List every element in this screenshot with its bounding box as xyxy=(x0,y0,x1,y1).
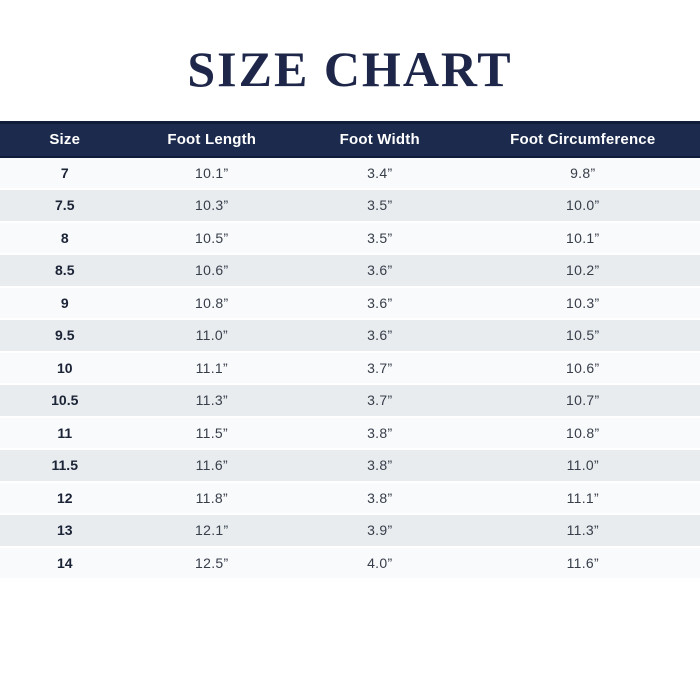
cell-size: 9 xyxy=(0,286,130,320)
cell-size: 8 xyxy=(0,221,130,255)
cell-value: 11.8” xyxy=(129,481,294,515)
cell-value: 11.3” xyxy=(465,514,700,548)
cell-size: 11.5 xyxy=(0,449,130,483)
cell-value: 11.1” xyxy=(465,481,700,515)
table-row: 10.5 11.3” 3.7” 10.7” xyxy=(0,384,700,418)
cell-value: 10.5” xyxy=(465,319,700,353)
cell-size: 13 xyxy=(0,514,130,548)
column-header-size: Size xyxy=(0,121,130,158)
table-row: 13 12.1” 3.9” 11.3” xyxy=(0,514,700,548)
column-header-foot-width: Foot Width xyxy=(294,121,466,158)
cell-value: 3.9” xyxy=(294,514,466,548)
table-row: 7 10.1” 3.4” 9.8” xyxy=(0,156,700,190)
cell-value: 11.6” xyxy=(465,546,700,580)
cell-value: 11.0” xyxy=(129,319,294,353)
cell-size: 8.5 xyxy=(0,254,130,288)
cell-value: 3.8” xyxy=(294,481,466,515)
cell-value: 11.3” xyxy=(129,384,294,418)
column-header-foot-length: Foot Length xyxy=(129,121,294,158)
cell-value: 10.6” xyxy=(465,351,700,385)
cell-value: 3.8” xyxy=(294,449,466,483)
cell-size: 12 xyxy=(0,481,130,515)
cell-value: 10.6” xyxy=(129,254,294,288)
cell-value: 10.2” xyxy=(465,254,700,288)
table-row: 11 11.5” 3.8” 10.8” xyxy=(0,416,700,450)
cell-size: 14 xyxy=(0,546,130,580)
cell-size: 7 xyxy=(0,156,130,190)
cell-value: 3.6” xyxy=(294,286,466,320)
size-table: Size Foot Length Foot Width Foot Circumf… xyxy=(0,121,700,580)
table-row: 14 12.5” 4.0” 11.6” xyxy=(0,546,700,580)
cell-value: 3.6” xyxy=(294,254,466,288)
table-row: 7.5 10.3” 3.5” 10.0” xyxy=(0,189,700,223)
cell-value: 3.7” xyxy=(294,351,466,385)
column-header-foot-circumference: Foot Circumference xyxy=(465,121,700,158)
size-chart-page: SIZE CHART Size Foot Length Foot Width F… xyxy=(0,44,700,700)
cell-value: 12.1” xyxy=(129,514,294,548)
cell-value: 3.7” xyxy=(294,384,466,418)
table-row: 12 11.8” 3.8” 11.1” xyxy=(0,481,700,515)
page-title: SIZE CHART xyxy=(187,41,513,97)
cell-value: 10.3” xyxy=(129,189,294,223)
table-row: 8 10.5” 3.5” 10.1” xyxy=(0,221,700,255)
cell-value: 11.0” xyxy=(465,449,700,483)
cell-size: 7.5 xyxy=(0,189,130,223)
header-row: Size Foot Length Foot Width Foot Circumf… xyxy=(0,121,700,158)
cell-size: 11 xyxy=(0,416,130,450)
cell-value: 11.5” xyxy=(129,416,294,450)
cell-value: 10.3” xyxy=(465,286,700,320)
cell-value: 11.1” xyxy=(129,351,294,385)
table-row: 8.5 10.6” 3.6” 10.2” xyxy=(0,254,700,288)
cell-value: 10.8” xyxy=(129,286,294,320)
cell-value: 10.7” xyxy=(465,384,700,418)
cell-value: 4.0” xyxy=(294,546,466,580)
cell-value: 10.5” xyxy=(129,221,294,255)
cell-value: 11.6” xyxy=(129,449,294,483)
cell-value: 10.1” xyxy=(465,221,700,255)
cell-value: 3.4” xyxy=(294,156,466,190)
table-row: 11.5 11.6” 3.8” 11.0” xyxy=(0,449,700,483)
cell-value: 10.0” xyxy=(465,189,700,223)
cell-size: 10.5 xyxy=(0,384,130,418)
cell-value: 10.8” xyxy=(465,416,700,450)
cell-value: 3.5” xyxy=(294,189,466,223)
size-table-body: 7 10.1” 3.4” 9.8” 7.5 10.3” 3.5” 10.0” 8 10.5” 3.5… xyxy=(0,156,700,580)
table-row: 9 10.8” 3.6” 10.3” xyxy=(0,286,700,320)
cell-size: 9.5 xyxy=(0,319,130,353)
size-table-header: Size Foot Length Foot Width Foot Circumf… xyxy=(0,121,700,158)
cell-value: 3.5” xyxy=(294,221,466,255)
cell-value: 9.8” xyxy=(465,156,700,190)
table-row: 9.5 11.0” 3.6” 10.5” xyxy=(0,319,700,353)
cell-size: 10 xyxy=(0,351,130,385)
cell-value: 12.5” xyxy=(129,546,294,580)
cell-value: 10.1” xyxy=(129,156,294,190)
cell-value: 3.6” xyxy=(294,319,466,353)
cell-value: 3.8” xyxy=(294,416,466,450)
table-row: 10 11.1” 3.7” 10.6” xyxy=(0,351,700,385)
